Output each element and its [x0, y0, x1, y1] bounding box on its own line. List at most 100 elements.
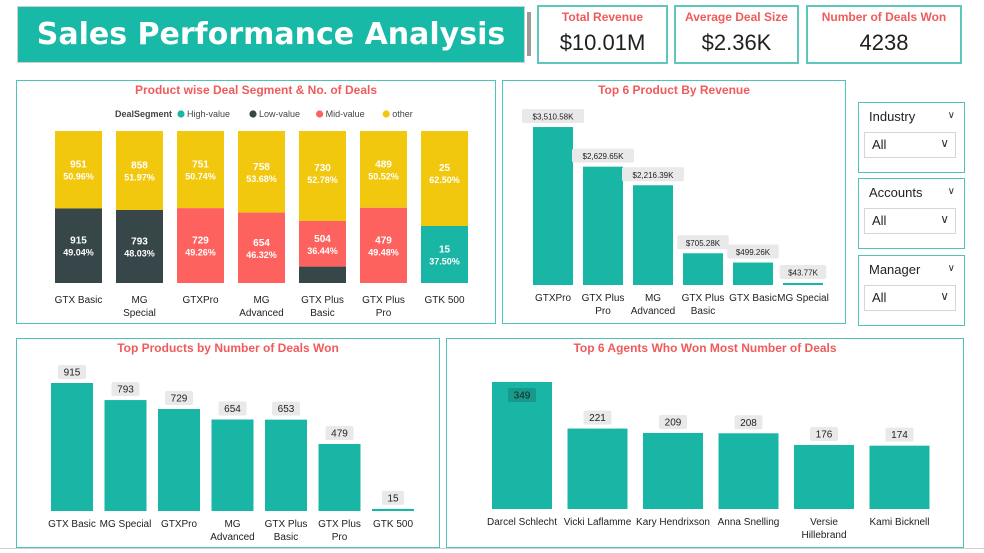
stacked-bar-segment	[55, 131, 102, 209]
legend-label: other	[392, 109, 413, 119]
deal-segment-chart-panel[interactable]: Product wise Deal Segment & No. of Deals…	[16, 80, 496, 324]
stacked-bar-segment	[421, 226, 468, 283]
x-tick-label: Vicki Laflamme	[564, 517, 632, 528]
product-revenue-chart-panel[interactable]: Top 6 Product By Revenue $3,510.58K GTXPr…	[502, 80, 846, 324]
segment-value-label: 489	[375, 159, 392, 170]
x-tick-label: GTX Plus	[318, 519, 361, 530]
data-label: $3,510.58K	[533, 113, 575, 122]
x-tick-label: Advanced	[210, 532, 254, 543]
data-label-bg	[622, 167, 684, 182]
product-revenue-chart: $3,510.58K GTXPro $2,629.65K GTX Plus Pro $2,…	[522, 109, 829, 317]
chart-title: Top 6 Agents Who Won Most Number of Deal…	[573, 341, 837, 355]
accounts-dropdown[interactable]: All ∨	[864, 208, 956, 234]
stacked-bar-segment	[177, 131, 224, 209]
chart-title: Top 6 Product By Revenue	[598, 83, 750, 97]
accounts-slicer[interactable]: Accounts ∨ All ∨	[858, 178, 965, 249]
kpi-average-deal-size[interactable]: Average Deal Size $2.36K	[674, 5, 799, 64]
product-deals-chart-panel[interactable]: Top Products by Number of Deals Won 915 G…	[16, 338, 440, 548]
data-label-bg	[382, 490, 404, 505]
dropdown-value: All	[872, 213, 887, 228]
bar	[583, 166, 623, 285]
segment-value-label: 758	[253, 162, 270, 173]
collapse-chevron-icon[interactable]: ∨	[947, 110, 955, 121]
data-label-bg	[325, 425, 354, 440]
data-label-bg	[885, 427, 914, 442]
industry-slicer[interactable]: Industry ∨ All ∨	[858, 102, 965, 173]
x-tick-label: MG	[253, 295, 269, 306]
segment-value-label: 730	[314, 163, 331, 174]
x-tick-label: GTX Basic	[55, 295, 103, 306]
kpi-label: Average Deal Size	[685, 10, 788, 24]
bar	[794, 444, 854, 509]
data-label-bg	[659, 414, 687, 429]
bar	[318, 443, 361, 511]
data-label: 654	[224, 404, 241, 415]
data-label-bg	[734, 415, 763, 430]
product-deals-chart: 915 GTX Basic 793 MG Special 729 GTXPro 654 MG A…	[48, 365, 414, 543]
stacked-bar-segment	[299, 131, 346, 221]
segment-value-label: 751	[192, 160, 209, 171]
data-label: 208	[740, 418, 757, 429]
segment-value-label: 951	[70, 160, 87, 171]
x-tick-label: Kami Bicknell	[869, 517, 929, 528]
x-tick-label: GTK 500	[424, 295, 464, 306]
kpi-total-revenue[interactable]: Total Revenue $10.01M	[537, 5, 668, 64]
segment-value-label: 729	[192, 236, 209, 247]
x-tick-label: GTXPro	[535, 293, 572, 304]
x-tick-label: Special	[123, 308, 156, 319]
data-label: 793	[117, 385, 134, 396]
collapse-chevron-icon[interactable]: ∨	[947, 186, 955, 197]
legend-marker	[177, 110, 185, 118]
collapse-chevron-icon[interactable]: ∨	[947, 263, 955, 274]
data-label: 653	[278, 404, 295, 415]
kpi-value: $10.01M	[559, 30, 646, 55]
kpi-label: Total Revenue	[561, 10, 644, 24]
top-agents-chart: 349 Darcel Schlecht 221 Vicki Laflamme 209 Ka…	[487, 382, 930, 541]
x-tick-label: MG	[131, 295, 147, 306]
data-label: 729	[171, 394, 188, 405]
segment-value-label: 915	[70, 236, 87, 247]
x-tick-label: Pro	[376, 308, 392, 319]
segment-percent-label: 49.48%	[368, 247, 399, 257]
data-label: 479	[331, 428, 348, 439]
bar	[633, 185, 673, 285]
segment-value-label: 479	[375, 235, 392, 246]
industry-dropdown[interactable]: All ∨	[864, 132, 956, 158]
bar	[265, 419, 307, 511]
x-tick-label: GTXPro	[161, 519, 198, 530]
data-label: 221	[589, 413, 606, 424]
slicer-label: Manager	[869, 262, 921, 277]
kpi-deals-won[interactable]: Number of Deals Won 4238	[806, 5, 962, 64]
chart-title: Top Products by Number of Deals Won	[117, 341, 339, 355]
data-label: 349	[514, 391, 531, 402]
bar	[211, 419, 254, 511]
x-tick-label: Advanced	[239, 308, 283, 319]
data-label: $499.26K	[736, 248, 771, 257]
x-tick-label: GTX Basic	[729, 293, 777, 304]
data-label: 174	[891, 430, 908, 441]
data-label-bg	[583, 410, 612, 425]
segment-percent-label: 49.26%	[185, 248, 216, 258]
legend-label: Mid-value	[326, 109, 365, 119]
x-tick-label: GTX Plus	[265, 519, 308, 530]
stacked-bar-segment	[55, 208, 102, 283]
data-label-bg	[522, 109, 584, 124]
data-label: $2,216.39K	[633, 171, 675, 180]
x-tick-label: Kary Hendrixson	[636, 517, 710, 528]
x-tick-label: MG	[645, 293, 661, 304]
dropdown-value: All	[872, 137, 887, 152]
segment-value-label: 793	[131, 236, 148, 247]
data-label-bg	[779, 265, 827, 279]
segment-percent-label: 48.03%	[124, 248, 155, 258]
x-tick-label: MG Special	[100, 519, 152, 530]
x-tick-label: Hillebrand	[801, 530, 846, 541]
stacked-bar-segment	[177, 208, 224, 283]
stacked-bar-segment	[116, 209, 163, 283]
legend-marker	[316, 110, 324, 118]
x-tick-label: GTX Plus	[301, 295, 344, 306]
manager-dropdown[interactable]: All ∨	[864, 285, 956, 311]
x-tick-label: Darcel Schlecht	[487, 517, 557, 528]
top-agents-chart-panel[interactable]: Top 6 Agents Who Won Most Number of Deal…	[446, 338, 964, 548]
manager-slicer[interactable]: Manager ∨ All ∨	[858, 255, 965, 326]
data-label: $43.77K	[788, 269, 818, 278]
